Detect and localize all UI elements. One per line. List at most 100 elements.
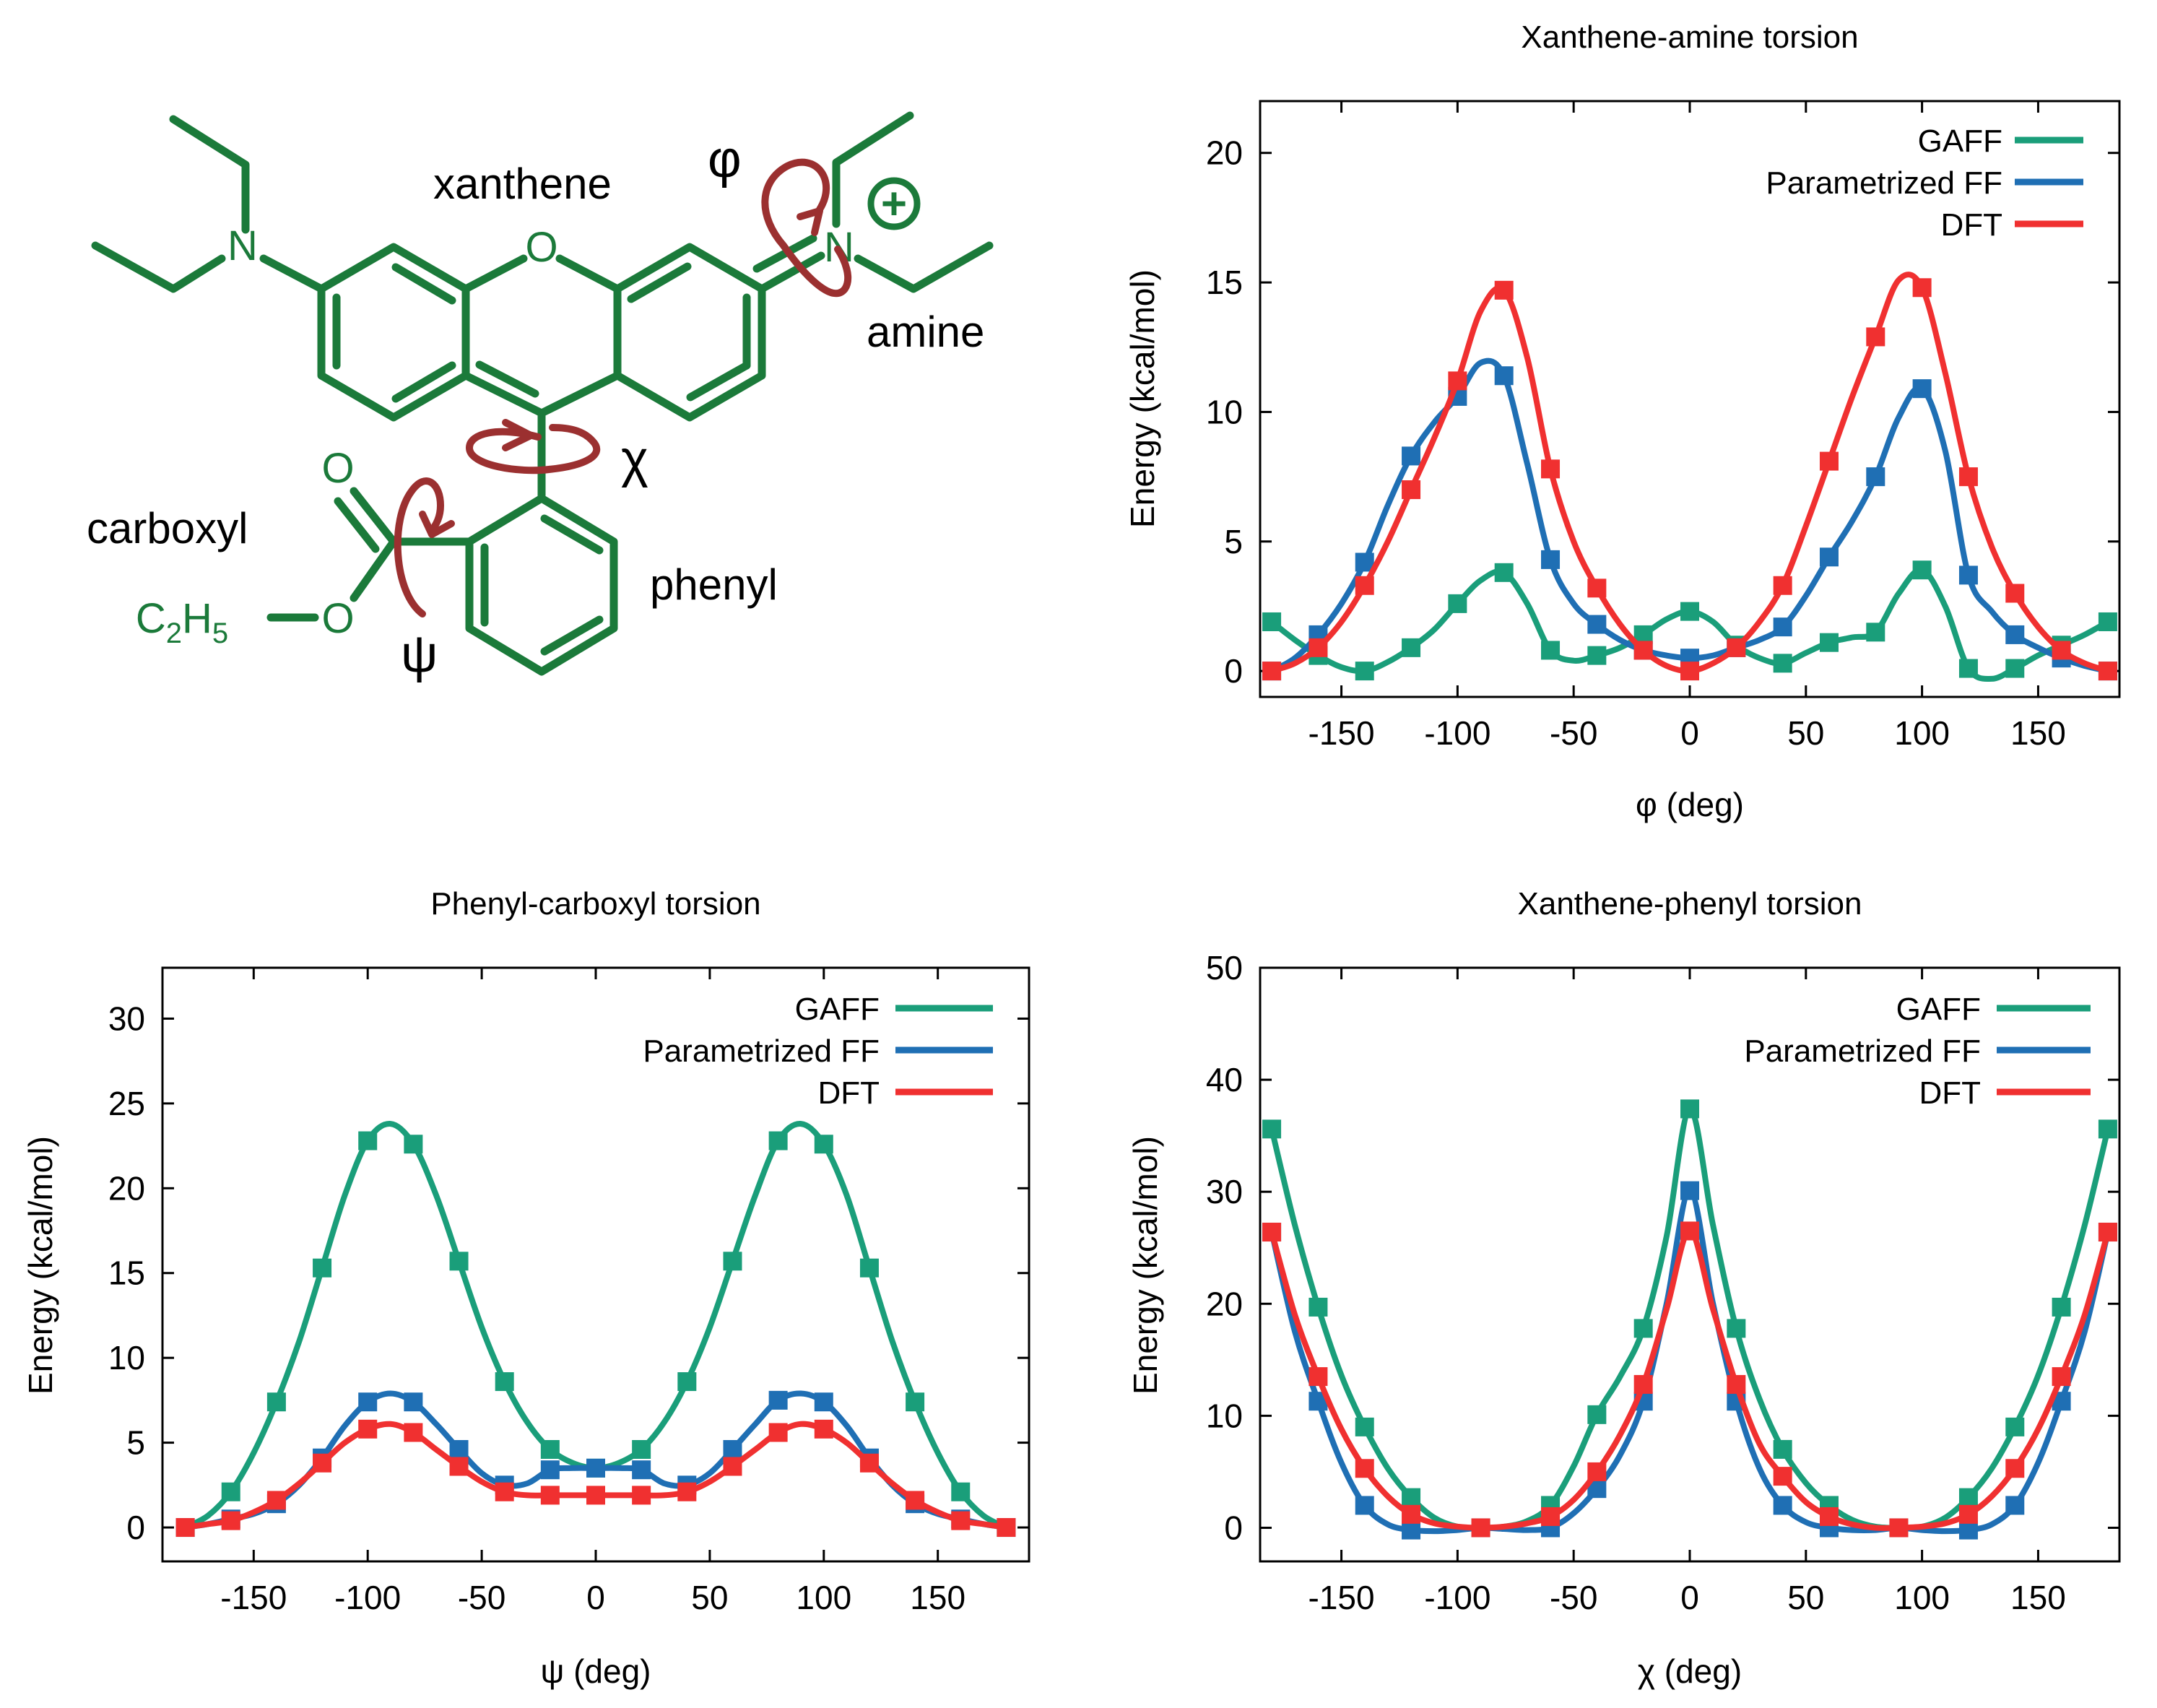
data-point-gaff bbox=[495, 1372, 514, 1392]
data-point-dft bbox=[2052, 1367, 2071, 1387]
ethyl-c-subscript: 2 bbox=[166, 617, 182, 649]
data-point-param bbox=[1866, 467, 1885, 487]
bond-ester bbox=[350, 537, 398, 602]
molecule-atoms: N O N O O C2H5 bbox=[136, 222, 854, 649]
data-point-gaff bbox=[1402, 638, 1421, 657]
data-point-param bbox=[1773, 617, 1792, 637]
label-chi: χ bbox=[621, 430, 648, 488]
data-point-param bbox=[449, 1439, 469, 1459]
y-tick-label: 40 bbox=[1206, 1061, 1243, 1098]
legend-label-dft: DFT bbox=[1940, 207, 2002, 243]
chart-phenyl-carboxyl: Phenyl-carboxyl torsion ψ (deg) Energy (… bbox=[22, 886, 1030, 1690]
data-point-gaff bbox=[1727, 1319, 1746, 1338]
data-point-dft bbox=[1680, 662, 1699, 681]
data-point-dft bbox=[221, 1511, 240, 1530]
data-point-gaff bbox=[768, 1131, 788, 1150]
legend-label-gaff: GAFF bbox=[1918, 123, 2002, 159]
data-point-dft bbox=[1727, 1374, 1746, 1394]
data-point-gaff bbox=[2005, 659, 2025, 678]
data-point-dft bbox=[1680, 1221, 1699, 1241]
ring-phenyl-double-2 bbox=[540, 615, 604, 656]
data-point-param bbox=[1494, 366, 1514, 386]
phi-arrow-arc-front bbox=[780, 242, 852, 298]
y-tick-label: 0 bbox=[126, 1509, 145, 1546]
series-line-gaff bbox=[1269, 1106, 2111, 1531]
data-point-gaff bbox=[2098, 612, 2117, 631]
data-point-dft bbox=[1308, 1367, 1328, 1387]
x-tick-label: -50 bbox=[458, 1579, 505, 1616]
data-point-gaff bbox=[1541, 641, 1561, 660]
y-tick-label: 0 bbox=[1224, 652, 1243, 690]
bond-central-left-lower bbox=[461, 371, 546, 417]
y-tick-label: 10 bbox=[1206, 393, 1243, 430]
atom-o-ring: O bbox=[525, 224, 557, 271]
x-tick-label: 100 bbox=[1894, 714, 1950, 752]
data-point-gaff bbox=[814, 1135, 833, 1154]
data-point-gaff bbox=[540, 1439, 560, 1459]
data-point-gaff bbox=[2005, 1417, 2025, 1436]
label-psi: ψ bbox=[401, 625, 438, 683]
data-point-dft bbox=[1471, 1518, 1490, 1538]
data-point-dft bbox=[1355, 1459, 1374, 1478]
x-tick-label: -150 bbox=[220, 1579, 287, 1616]
data-point-dft bbox=[1819, 1507, 1839, 1526]
legend: GAFF Parametrized FF DFT bbox=[643, 992, 993, 1111]
bond-carbonyl-1 bbox=[350, 487, 398, 546]
x-tick-label: 150 bbox=[2010, 1579, 2066, 1616]
data-point-param bbox=[768, 1390, 788, 1410]
data-point-gaff bbox=[1773, 1439, 1792, 1459]
x-axis-label: χ (deg) bbox=[1638, 1652, 1742, 1690]
x-tick-label: 50 bbox=[1787, 1579, 1824, 1616]
x-tick-label: 150 bbox=[910, 1579, 965, 1616]
bond-iminium-1 bbox=[758, 251, 825, 293]
y-tick-label: 10 bbox=[108, 1339, 145, 1377]
data-point-dft bbox=[1402, 1504, 1421, 1524]
x-tick-label: 50 bbox=[1787, 714, 1824, 752]
y-tick-label: 25 bbox=[108, 1085, 145, 1122]
data-point-gaff bbox=[1633, 1319, 1653, 1338]
data-point-gaff bbox=[313, 1258, 332, 1278]
molecule-bonds bbox=[91, 111, 994, 676]
data-point-dft bbox=[1727, 638, 1746, 657]
legend-label-param: Parametrized FF bbox=[1744, 1033, 1981, 1069]
data-point-param bbox=[404, 1392, 423, 1412]
data-point-param bbox=[632, 1460, 651, 1480]
data-point-dft bbox=[906, 1491, 925, 1510]
data-point-dft bbox=[1587, 578, 1607, 598]
y-axis-label: Energy (kcal/mol) bbox=[1124, 269, 1161, 528]
data-point-gaff bbox=[2098, 1119, 2117, 1139]
data-point-gaff bbox=[1680, 1099, 1699, 1119]
psi-arrow-arc bbox=[394, 477, 445, 617]
data-point-param bbox=[2005, 1496, 2025, 1515]
x-tick-label: -100 bbox=[1424, 1579, 1490, 1616]
data-point-param bbox=[723, 1439, 742, 1459]
bond-central-right-lower bbox=[537, 371, 622, 417]
data-point-dft bbox=[1587, 1462, 1607, 1481]
data-point-dft bbox=[1958, 1504, 1978, 1524]
charge-sign: + bbox=[881, 179, 907, 229]
data-point-dft bbox=[495, 1482, 514, 1501]
data-point-dft bbox=[1773, 1467, 1792, 1486]
legend: GAFF Parametrized FF DFT bbox=[1744, 992, 2091, 1111]
data-point-gaff bbox=[1355, 1417, 1374, 1436]
data-point-param bbox=[1958, 565, 1978, 585]
y-tick-label: 10 bbox=[1206, 1397, 1243, 1434]
data-point-dft bbox=[1819, 451, 1839, 471]
data-point-dft bbox=[404, 1423, 423, 1442]
x-tick-label: -50 bbox=[1550, 1579, 1597, 1616]
psi-rotation-arrow-icon bbox=[394, 477, 455, 617]
label-amine: amine bbox=[867, 308, 984, 356]
legend-label-dft: DFT bbox=[1919, 1075, 1981, 1111]
x-tick-label: -100 bbox=[334, 1579, 401, 1616]
data-point-gaff bbox=[266, 1392, 286, 1412]
data-point-gaff bbox=[723, 1252, 742, 1271]
bond-ethyl-left-lower bbox=[91, 241, 226, 293]
y-tick-label: 20 bbox=[1206, 134, 1243, 172]
data-point-dft bbox=[723, 1457, 742, 1476]
data-point-gaff bbox=[1402, 1488, 1421, 1507]
data-point-param bbox=[814, 1392, 833, 1412]
data-point-dft bbox=[313, 1453, 332, 1473]
y-tick-label: 0 bbox=[1224, 1509, 1243, 1546]
ring-phenyl-double-1 bbox=[540, 514, 604, 555]
ring-right bbox=[613, 243, 766, 422]
